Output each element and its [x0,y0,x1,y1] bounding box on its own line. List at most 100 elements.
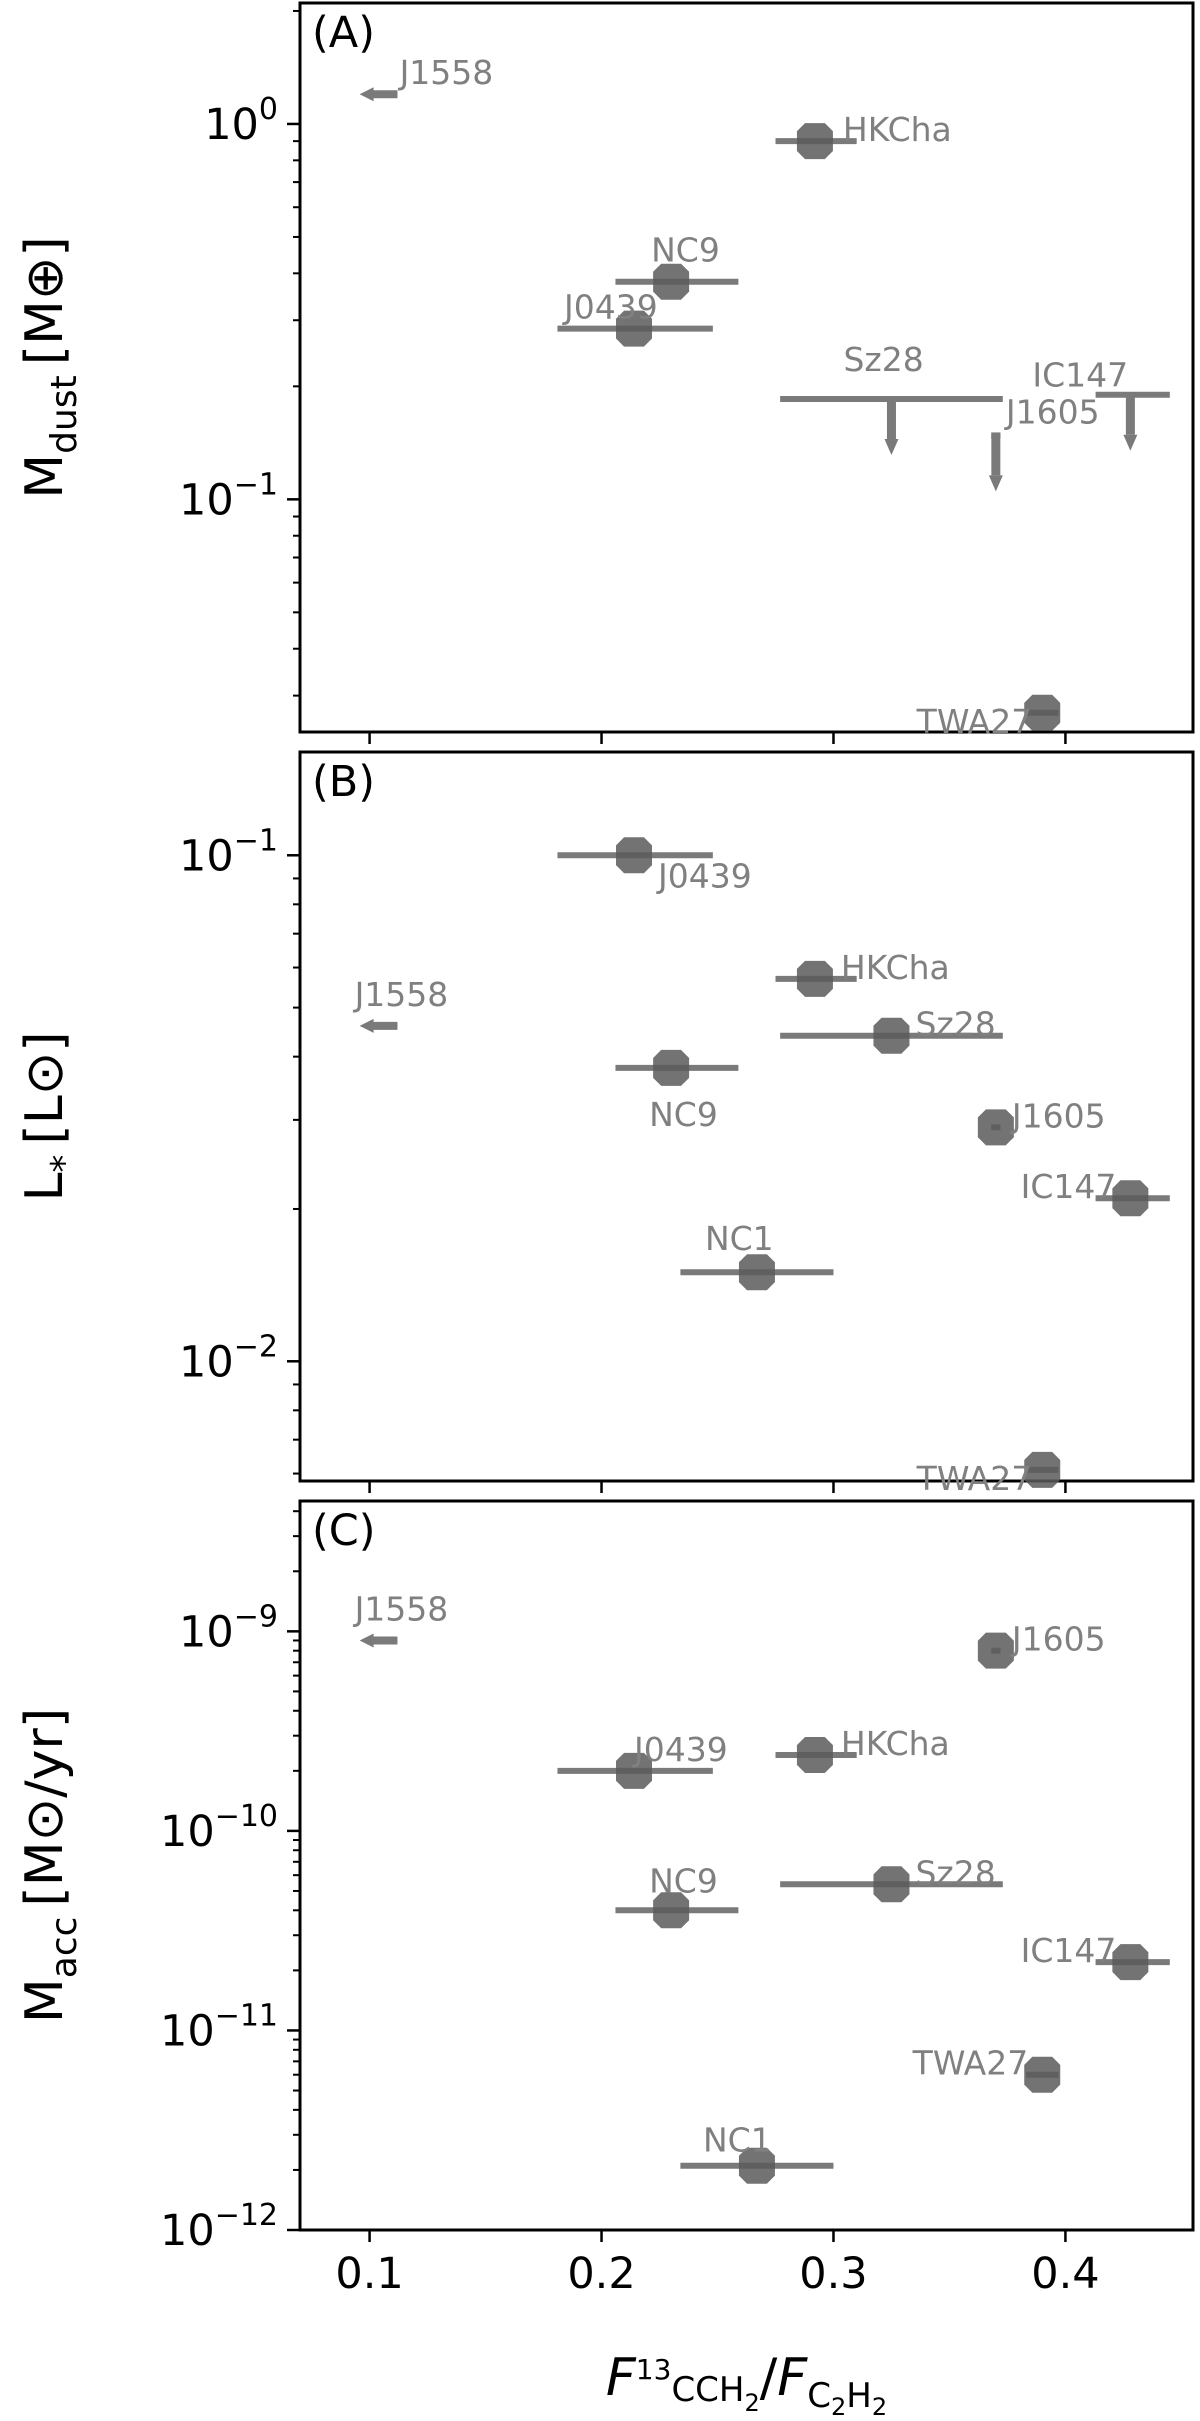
limit-arrow [1123,434,1138,451]
point-label: NC1 [705,1219,774,1258]
panel-letter: (C) [312,1506,376,1556]
panel-0: (A) 100 10−1 Mdust[M⊕] J1558 HKCha NC9 J0439 Sz2… [15,1,1195,744]
marker [1024,1451,1061,1488]
point-label: Sz28 [915,1853,995,1892]
y-tick-label: 10−10 [160,1799,278,1857]
data-point-j1558: J1558 [353,975,449,1033]
axes-frame [298,1499,1195,2232]
data-point-sz28: Sz28 [780,1853,1003,1903]
y-axis-label: L*[L⊙] [15,1031,85,1201]
marker [738,2147,775,2184]
data-point-nc9: NC9 [615,1049,739,1134]
marker [1024,694,1061,731]
limit-arrow [988,475,1003,492]
point-label: J1605 [1010,1620,1106,1659]
marker [796,1737,833,1774]
point-label: IC147 [1021,1167,1117,1206]
marker [796,123,833,160]
point-label: NC9 [649,1095,718,1134]
point-label: IC147 [1021,1931,1117,1970]
data-point-j1605: J1605 [977,1096,1106,1146]
point-label: Sz28 [843,340,923,379]
x-axis-label: F13CCH2/FC2H2 [606,2348,887,2421]
data-point-j1605: J1605 [988,392,1100,492]
data-point-j0439: J0439 [557,1730,728,1789]
data-point-twa27: TWA27 [916,694,1061,741]
marker [796,960,833,997]
panel-letter: (A) [312,8,375,58]
data-point-sz28: Sz28 [780,340,1003,456]
point-label: J0439 [562,288,658,327]
point-label: NC9 [649,1861,718,1900]
data-point-ic147: IC147 [1032,356,1170,451]
marker [873,1017,910,1054]
marker [616,310,653,347]
point-label: NC9 [651,231,720,270]
point-label: J1558 [353,1589,449,1628]
y-tick-label: 10−11 [160,1998,278,2056]
point-label: J0439 [656,856,752,895]
panel-letter: (B) [312,757,375,807]
marker [873,1866,910,1903]
axes-frame [298,750,1195,1483]
point-label: TWA27 [916,1459,1033,1498]
y-axis-label: Macc[M⊙/yr] [15,1708,85,2023]
marker [738,1254,775,1291]
x-tick-label: 0.3 [799,2249,867,2299]
data-point-twa27: TWA27 [912,2044,1061,2093]
marker [616,1752,653,1789]
data-point-ic147: IC147 [1021,1167,1170,1217]
data-point-twa27: TWA27 [916,1451,1061,1498]
y-tick-label: 10−9 [179,1599,278,1657]
data-point-hkcha: HKCha [775,110,952,160]
data-point-nc1: NC1 [680,2121,834,2184]
data-point-nc9: NC9 [615,1861,739,1929]
point-label: J1558 [398,53,494,92]
y-tick-label: 10−1 [179,467,278,525]
y-tick-label: 100 [204,92,278,150]
limit-arrow [884,439,899,456]
marker [653,1892,690,1929]
x-tick-label: 0.2 [567,2249,635,2299]
marker [653,1049,690,1086]
point-label: HKCha [841,1724,950,1763]
data-point-sz28: Sz28 [780,1005,1003,1054]
point-label: J1558 [353,975,449,1014]
y-tick-label: 10−12 [160,2198,278,2256]
point-label: TWA27 [916,702,1033,741]
limit-arrow [359,1018,374,1033]
point-label: J0439 [632,1730,728,1769]
marker [977,1109,1014,1146]
marker [1024,2056,1061,2093]
panel-1: (B) 10−1 10−2 L*[L⊙] J0439 HKCha J1558 Sz28 NC9 J… [15,750,1195,1498]
data-point-nc1: NC1 [680,1219,834,1291]
limit-arrow [359,1633,374,1648]
y-axis-label: Mdust[M⊕] [15,236,85,498]
data-point-j0439: J0439 [557,837,752,895]
data-point-j1605: J1605 [977,1620,1106,1669]
marker [977,1632,1014,1669]
point-label: Sz28 [915,1005,995,1044]
data-point-ic147: IC147 [1021,1931,1170,1981]
data-point-j0439: J0439 [557,288,713,347]
point-label: TWA27 [912,2044,1029,2083]
data-point-j1558: J1558 [353,1589,449,1648]
x-tick-label: 0.4 [1031,2249,1099,2299]
axes-frame [298,1,1195,734]
point-label: IC147 [1032,356,1128,395]
marker [1112,1180,1149,1217]
data-point-hkcha: HKCha [775,948,950,997]
panel-2: (C) 10−9 10−10 10−11 10−12 Macc[M⊙/yr] J1558 J1… [15,1499,1195,2256]
point-label: HKCha [841,948,950,987]
marker [616,837,653,874]
y-tick-label: 10−2 [179,1329,278,1387]
point-label: HKCha [843,110,952,149]
point-label: NC1 [703,2121,772,2160]
limit-arrow [359,87,374,102]
point-label: J1605 [1010,1096,1106,1135]
point-label: J1605 [1004,392,1100,431]
data-point-j1558: J1558 [359,53,494,102]
marker [653,263,690,300]
y-tick-label: 10−1 [179,823,278,881]
